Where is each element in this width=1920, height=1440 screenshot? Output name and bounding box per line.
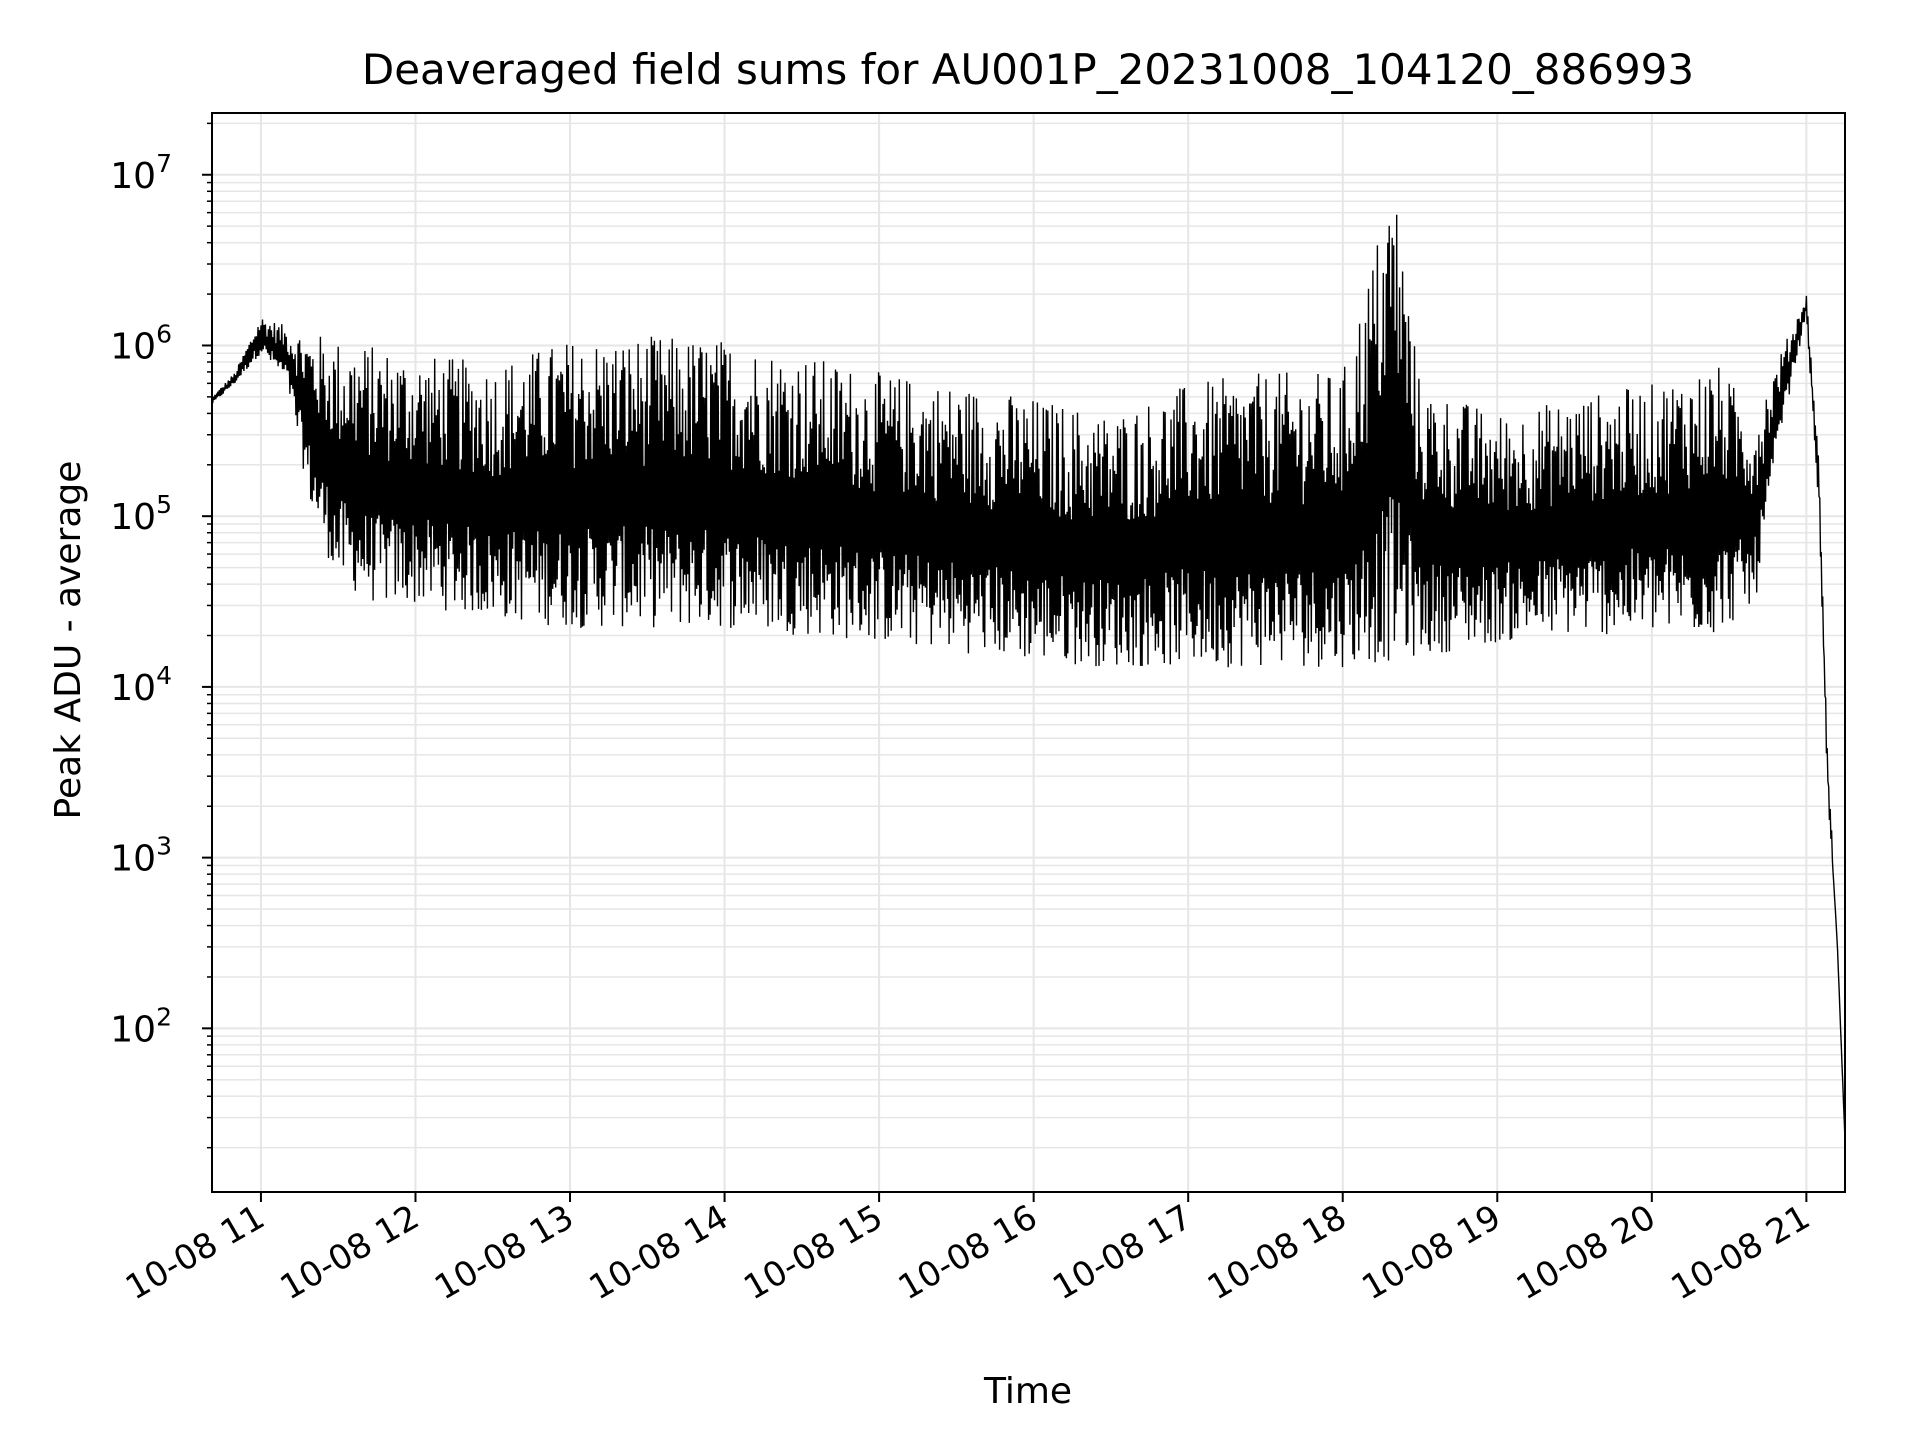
- y-axis-label: Peak ADU - average: [48, 461, 89, 820]
- series-line: [211, 214, 1846, 1141]
- y-tick-label: 103: [110, 832, 172, 880]
- y-tick-label: 106: [110, 319, 172, 367]
- chart-title: Deaveraged field sums for AU001P_2023100…: [362, 45, 1694, 94]
- y-tick-label: 104: [110, 661, 172, 709]
- x-axis-label: Time: [983, 1371, 1072, 1412]
- y-tick-label: 105: [110, 490, 172, 538]
- y-tick-label: 107: [110, 149, 172, 197]
- y-tick-label: 102: [110, 1002, 172, 1050]
- plot-frame: [211, 112, 1846, 1193]
- data-series: [211, 214, 1846, 1141]
